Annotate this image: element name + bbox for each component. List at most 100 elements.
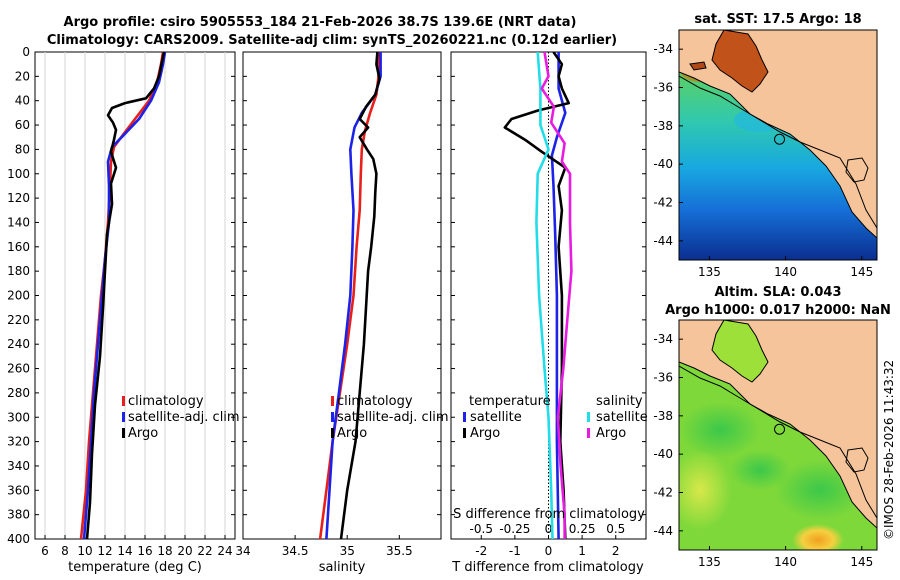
- depth-tick-label: 260: [7, 362, 30, 376]
- legend-swatch-argo: [122, 428, 125, 438]
- sst-land-peninsula: [711, 30, 769, 93]
- temperature-grid: [44, 52, 226, 539]
- s-difference-x-axis-label: S difference from climatology: [453, 507, 645, 522]
- t-difference-x-tick-labels: -2 -1 0 1 2: [475, 535, 620, 558]
- map-y-tick-label: -38: [653, 119, 673, 133]
- x-tick-label: 35.5: [386, 544, 413, 558]
- difference-legend: temperature satellite Argo salinity sate…: [463, 394, 648, 441]
- legend-label-climatology: climatology: [128, 394, 204, 409]
- legend-swatch-climatology: [331, 396, 334, 406]
- x-tick-label: 24: [217, 544, 232, 558]
- legend-swatch-s-satellite: [587, 412, 590, 422]
- map-y-tick-label: -40: [653, 157, 673, 171]
- depth-tick-label: 400: [7, 532, 30, 546]
- x-tick-label: 2: [612, 544, 620, 558]
- map-y-tick-label: -42: [653, 486, 673, 500]
- sst-shelf-contour: [679, 75, 877, 229]
- depth-tick-label: 80: [15, 142, 30, 156]
- sla-green-patch: [680, 402, 760, 458]
- depth-tick-label: 280: [7, 386, 30, 400]
- temperature-x-axis-label: temperature (deg C): [68, 560, 202, 575]
- map-y-tick-label: -36: [653, 371, 673, 385]
- header-line-1: Argo profile: csiro 5905553_184 21-Feb-2…: [64, 15, 577, 30]
- depth-tick-labels: 0 20 40 60 80 100 120 140 160 180 200 220 240 260 280 3…: [7, 45, 646, 546]
- depth-tick-label: 360: [7, 483, 30, 497]
- x-tick-label: 0: [545, 544, 553, 558]
- depth-tick-label: 40: [15, 94, 30, 108]
- legend-swatch-s-argo: [587, 428, 590, 438]
- sla-green-patch: [730, 450, 790, 490]
- sst-map-title: sat. SST: 17.5 Argo: 18: [694, 12, 861, 27]
- salinity-profile-lines: [318, 52, 382, 539]
- sst-land-kangaroo: [689, 61, 707, 71]
- depth-tick-label: 0: [22, 45, 30, 59]
- depth-tick-label: 140: [7, 215, 30, 229]
- map-x-tick-label: 140: [774, 265, 797, 279]
- x-tick-label: -1: [509, 544, 521, 558]
- x-tick-label: 34: [235, 544, 250, 558]
- map-y-tick-label: -44: [653, 234, 673, 248]
- depth-tick-label: 380: [7, 508, 30, 522]
- x-tick-label: 8: [61, 544, 69, 558]
- depth-tick-label: 120: [7, 191, 30, 205]
- depth-tick-label: 300: [7, 410, 30, 424]
- legend-label-t-satellite: satellite: [470, 410, 522, 425]
- x-tick-label: 10: [77, 544, 92, 558]
- x-tick-label: 14: [117, 544, 132, 558]
- sla-map-subtitle: Argo h1000: 0.017 h2000: NaN: [665, 303, 891, 318]
- legend-title-temperature: temperature: [469, 394, 551, 409]
- depth-tick-label: 240: [7, 337, 30, 351]
- x-tick-label: -2: [475, 544, 487, 558]
- series-climatology: [79, 52, 165, 539]
- sst-land-mainland: [679, 30, 877, 239]
- series-temperature-argo: [503, 52, 571, 539]
- x-tick-label: 12: [97, 544, 112, 558]
- t-difference-x-axis-label: T difference from climatology: [451, 560, 644, 575]
- series-satellite-adj-clim: [82, 52, 167, 539]
- legend-swatch-satellite: [331, 412, 334, 422]
- x-tick-label: 1: [578, 544, 586, 558]
- series-argo: [85, 52, 166, 539]
- legend-label-climatology: climatology: [337, 394, 413, 409]
- argo-float-marker: [774, 423, 786, 435]
- sla-map-title: Altim. SLA: 0.043: [715, 285, 842, 300]
- sla-land-mainland: [679, 320, 877, 529]
- depth-tick-label: 160: [7, 240, 30, 254]
- x-tick-label: 18: [157, 544, 172, 558]
- depth-tick-label: 340: [7, 459, 30, 473]
- s-difference-x-tick-labels: -0.5-0.2500.250.5: [470, 522, 626, 536]
- map-x-tick-label: 145: [850, 265, 873, 279]
- legend-label-s-argo: Argo: [596, 426, 626, 441]
- sla-map-tick-labels: 135 140 145 -34 -36 -38 -40 -42 -44: [653, 332, 873, 569]
- s-diff-tick-label: -0.25: [499, 522, 530, 536]
- legend-title-salinity: salinity: [596, 394, 643, 409]
- map-x-tick-label: 140: [774, 555, 797, 569]
- legend-label-argo: Argo: [128, 426, 158, 441]
- map-x-tick-label: 135: [698, 555, 721, 569]
- map-y-tick-label: -42: [653, 196, 673, 210]
- map-x-tick-label: 145: [850, 555, 873, 569]
- sst-map: [679, 30, 877, 260]
- series-argo: [339, 52, 381, 539]
- salinity-x-tick-labels: 34 34.5 35 35.5: [235, 535, 413, 558]
- argo-float-marker: [774, 133, 786, 145]
- s-diff-tick-label: 0.5: [606, 522, 625, 536]
- legend-swatch-argo: [331, 428, 334, 438]
- legend-swatch-satellite: [122, 412, 125, 422]
- legend-swatch-t-argo: [463, 428, 466, 438]
- map-y-tick-label: -34: [653, 332, 673, 346]
- legend-label-argo: Argo: [337, 426, 367, 441]
- sla-high-anomaly: [792, 524, 844, 550]
- depth-tick-label: 320: [7, 435, 30, 449]
- difference-profile-lines: [503, 52, 573, 539]
- series-salinity-argo: [540, 52, 573, 539]
- map-x-tick-label: 135: [698, 265, 721, 279]
- legend-label-satellite: satellite-adj. clim: [337, 410, 449, 425]
- sla-map-frame: [678, 319, 878, 551]
- depth-tick-label: 60: [15, 118, 30, 132]
- salinity-panel-frame: [242, 51, 442, 540]
- x-tick-label: 6: [41, 544, 49, 558]
- legend-label-s-satellite: satellite: [596, 410, 648, 425]
- x-tick-label: 20: [177, 544, 192, 558]
- depth-tick-label: 20: [15, 69, 30, 83]
